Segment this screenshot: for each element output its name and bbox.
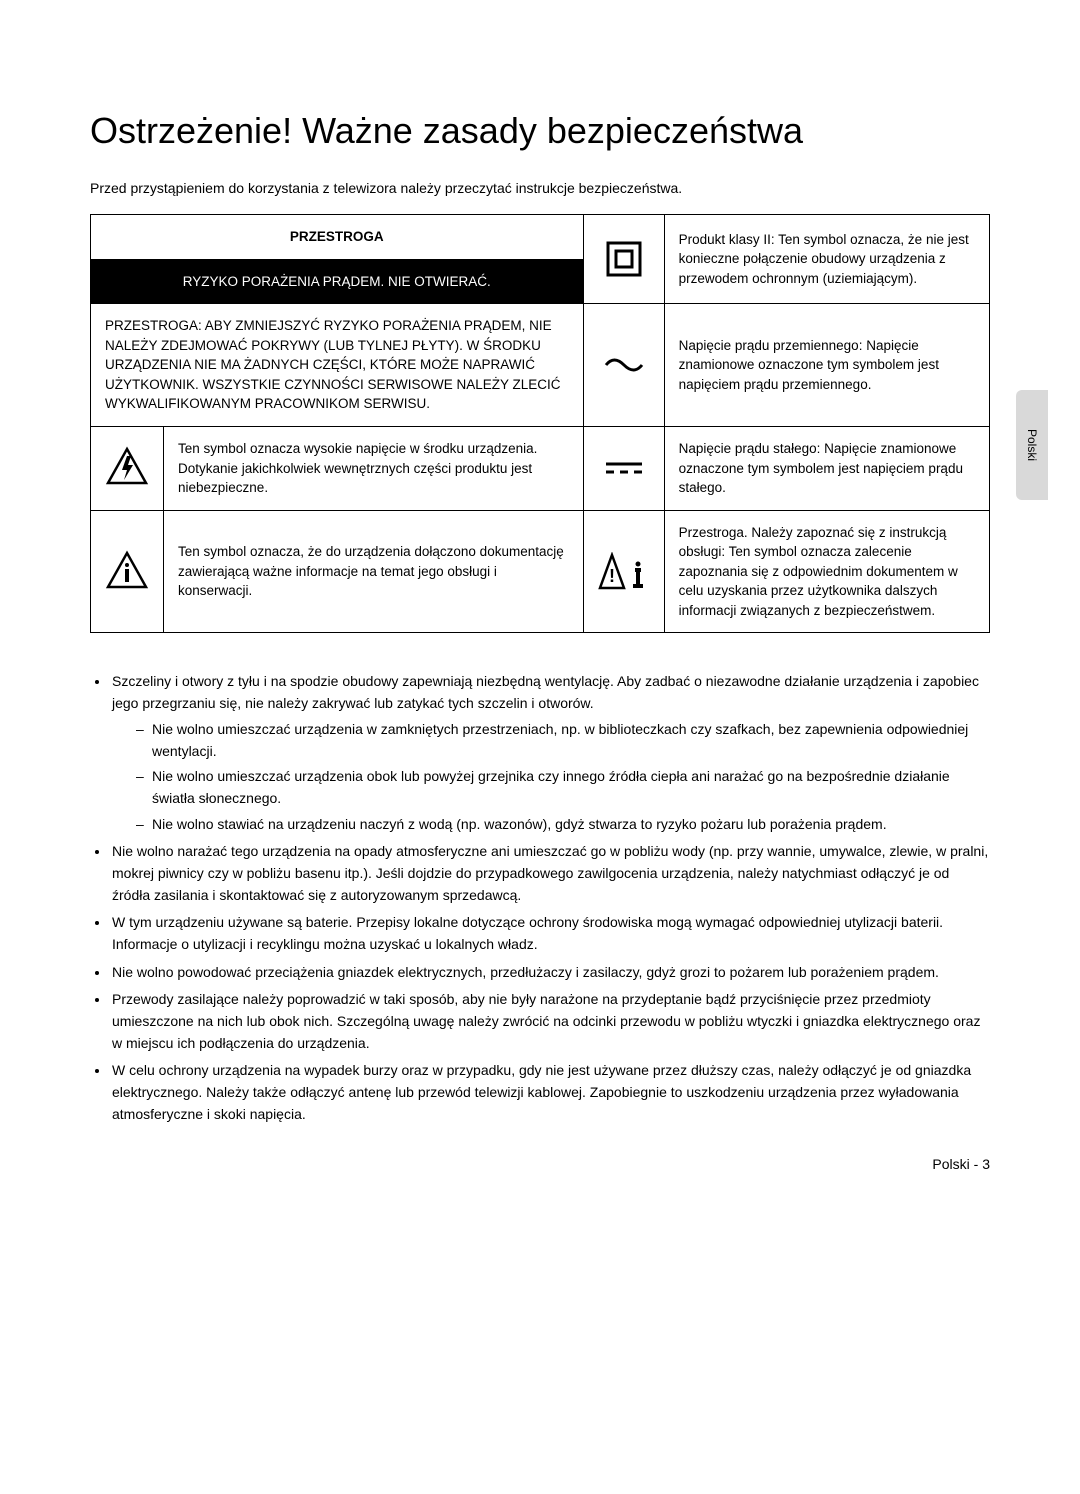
list-item: Nie wolno umieszczać urządzenia obok lub…: [136, 766, 990, 809]
page-title: Ostrzeżenie! Ważne zasady bezpieczeństwa: [90, 110, 990, 152]
page-footer: Polski - 3: [90, 1156, 990, 1172]
svg-text:!: !: [609, 566, 615, 586]
ac-icon: [583, 304, 664, 427]
list-item: Nie wolno powodować przeciążenia gniazde…: [110, 962, 990, 984]
list-item: Nie wolno narażać tego urządzenia na opa…: [110, 841, 990, 906]
main-caution-text: PRZESTROGA: ABY ZMNIEJSZYĆ RYZYKO PORAŻE…: [91, 304, 584, 427]
list-item: Nie wolno umieszczać urządzenia w zamkni…: [136, 719, 990, 762]
intro-text: Przed przystąpieniem do korzystania z te…: [90, 180, 990, 196]
sub-list: Nie wolno umieszczać urządzenia w zamkni…: [112, 719, 990, 835]
documentation-icon: [91, 510, 164, 633]
manual-icon: !: [583, 510, 664, 633]
list-item: W tym urządzeniu używane są baterie. Prz…: [110, 912, 990, 955]
documentation-desc: Ten symbol oznacza, że do urządzenia doł…: [164, 510, 584, 633]
list-item: W celu ochrony urządzenia na wypadek bur…: [110, 1060, 990, 1125]
class2-desc: Produkt klasy II: Ten symbol oznacza, że…: [664, 215, 989, 304]
dc-desc: Napięcie prądu stałego: Napięcie znamion…: [664, 426, 989, 510]
caution-cell: PRZESTROGA: [91, 215, 584, 260]
manual-desc: Przestroga. Należy zapoznać się z instru…: [664, 510, 989, 633]
class2-icon: [583, 215, 664, 304]
bullet-text: Szczeliny i otwory z tyłu i na spodzie o…: [112, 673, 979, 711]
list-item: Szczeliny i otwory z tyłu i na spodzie o…: [110, 671, 990, 835]
safety-bullets: Szczeliny i otwory z tyłu i na spodzie o…: [90, 671, 990, 1125]
high-voltage-desc: Ten symbol oznacza wysokie napięcie w śr…: [164, 426, 584, 510]
risk-cell: RYZYKO PORAŻENIA PRĄDEM. NIE OTWIERAĆ.: [91, 259, 584, 304]
ac-desc: Napięcie prądu przemiennego: Napięcie zn…: [664, 304, 989, 427]
list-item: Przewody zasilające należy poprowadzić w…: [110, 989, 990, 1054]
high-voltage-icon: [91, 426, 164, 510]
language-tab: Polski: [1016, 390, 1048, 500]
language-label: Polski: [1025, 429, 1039, 461]
warning-table: PRZESTROGA Produkt klasy II: Ten symbol …: [90, 214, 990, 633]
dc-icon: [583, 426, 664, 510]
list-item: Nie wolno stawiać na urządzeniu naczyń z…: [136, 814, 990, 836]
